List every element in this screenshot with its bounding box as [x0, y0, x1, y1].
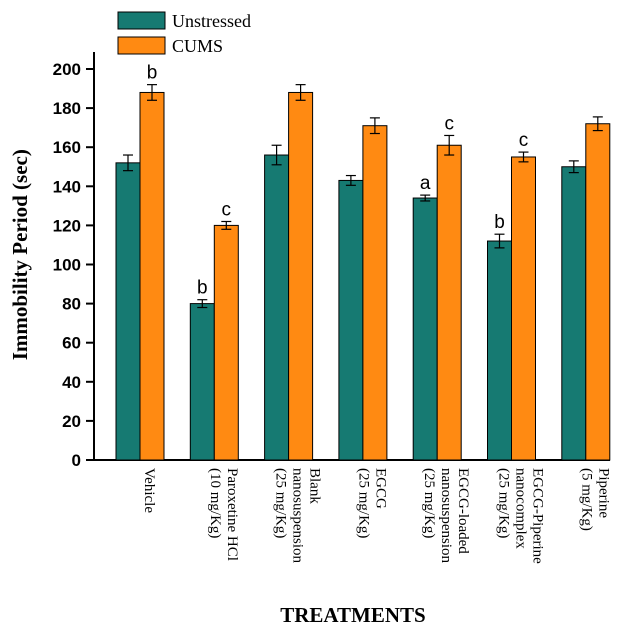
x-tick-label: (25 mg/Kg): [355, 468, 371, 538]
x-tick-label: Vehicle: [141, 468, 157, 513]
x-tick-label: nanocomplex: [513, 468, 529, 549]
x-tick-label: (10 mg/Kg): [207, 468, 223, 538]
significance-label: a: [420, 173, 431, 194]
y-tick-label: 180: [53, 99, 81, 118]
significance-label: b: [197, 278, 208, 299]
bar: [288, 91, 314, 461]
significance-label: c: [222, 199, 232, 220]
y-tick-label: 160: [53, 138, 81, 157]
x-tick-label: (5 mg/Kg): [578, 468, 594, 531]
y-tick-label: 140: [53, 177, 81, 196]
bar: [436, 144, 462, 461]
bar: [412, 197, 438, 461]
bar: [487, 240, 512, 461]
x-tick-label: Paroxetine HCl: [224, 468, 240, 561]
bar: [338, 179, 364, 461]
bar: [511, 156, 536, 461]
y-tick-label: 100: [53, 256, 81, 275]
x-tick-label: EGCG: [372, 468, 388, 509]
y-tick-label: 0: [72, 451, 81, 470]
y-tick-label: 60: [62, 334, 81, 353]
bar: [213, 224, 239, 461]
x-tick-label: nanosuspension: [438, 468, 454, 563]
significance-label: c: [444, 113, 454, 134]
bar: [561, 166, 587, 461]
x-tick-label: (25 mg/Kg): [273, 468, 289, 538]
x-tick-label: nanosuspension: [290, 468, 306, 563]
x-tick-label: (25 mg/Kg): [421, 468, 437, 538]
x-tick-label: EGCG-loaded: [455, 468, 471, 554]
x-tick-label: (25 mg/Kg): [496, 468, 512, 538]
bar: [264, 154, 290, 461]
y-tick-label: 80: [62, 295, 81, 314]
x-tick-label: Blank: [307, 468, 323, 504]
bar: [585, 123, 611, 461]
x-tick-label: EGCG-Piperine: [530, 468, 546, 564]
legend-label: Unstressed: [172, 11, 251, 31]
bar: [139, 91, 165, 461]
y-tick-label: 20: [62, 412, 81, 431]
y-axis-title: Immobility Period (sec): [8, 149, 32, 360]
legend-swatch: [117, 36, 166, 55]
legend-label: CUMS: [172, 36, 223, 56]
significance-label: b: [494, 212, 505, 233]
y-tick-label: 200: [53, 60, 81, 79]
significance-label: c: [519, 130, 529, 151]
legend-swatch: [117, 11, 166, 30]
y-tick-label: 40: [62, 373, 81, 392]
bar: [115, 162, 141, 461]
bar: [362, 125, 388, 461]
x-tick-label: Piperine: [595, 468, 611, 518]
x-axis-title: TREATMENTS: [280, 603, 425, 627]
significance-label: b: [147, 63, 158, 84]
y-tick-label: 120: [53, 216, 81, 235]
bar: [189, 303, 215, 461]
